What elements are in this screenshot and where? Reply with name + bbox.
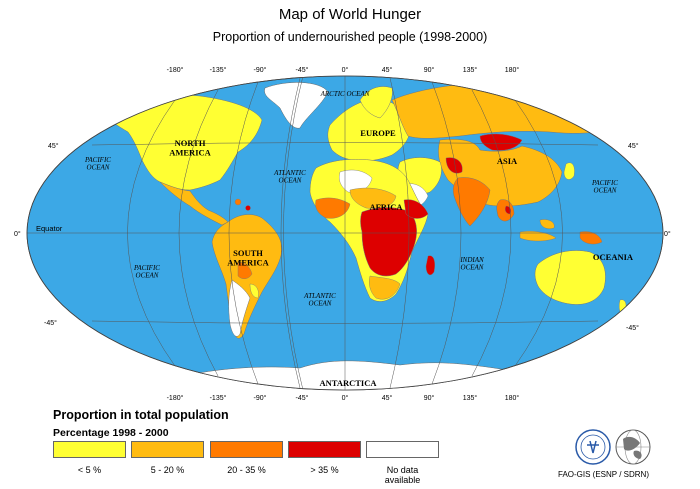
region-label-asia: ASIA xyxy=(497,156,518,166)
lat-label-equator-right: 0° xyxy=(664,230,671,238)
lon-label-top: -90° xyxy=(254,66,267,74)
india-shape xyxy=(452,177,491,227)
ocean-label-pacific-ne: PACIFIC OCEAN xyxy=(84,156,111,172)
fao-logos xyxy=(575,429,651,465)
lon-label-top: -180° xyxy=(167,66,184,74)
lon-label-top: 0° xyxy=(342,66,349,74)
legend-swatch-lt5 xyxy=(53,441,126,458)
lon-label-bottom: 0° xyxy=(342,394,349,402)
map-title: Map of World Hunger xyxy=(278,6,422,23)
lon-label-top: -45° xyxy=(296,66,309,74)
legend-swatch-gt35 xyxy=(288,441,361,458)
lat-label-south45-left: -45° xyxy=(44,319,57,327)
lon-label-bottom: 45° xyxy=(382,394,393,402)
legend-swatch-5-20 xyxy=(131,441,204,458)
lon-label-top: 135° xyxy=(463,66,478,74)
russia-shape xyxy=(391,82,626,139)
lat-label-equator-left: 0° xyxy=(14,230,21,238)
lon-label-bottom: -90° xyxy=(254,394,267,402)
lon-label-bottom: -45° xyxy=(296,394,309,402)
legend-label-lt5: < 5 % xyxy=(77,465,102,475)
lon-label-top: 180° xyxy=(505,66,520,74)
australia-shape xyxy=(534,250,606,305)
ocean-label-pacific-nw: PACIFIC OCEAN xyxy=(591,179,618,195)
lon-label-bottom: 90° xyxy=(424,394,435,402)
region-label-antarctica: ANTARCTICA xyxy=(320,378,378,388)
legend-label-20-35: 20 - 35 % xyxy=(227,465,266,475)
lon-label-top: 45° xyxy=(382,66,393,74)
equator-label: Equator xyxy=(36,224,63,233)
madagascar-shape xyxy=(425,255,435,276)
ocean-label-indian: INDIAN OCEAN xyxy=(459,256,484,272)
ocean-label-arctic: ARCTIC OCEAN xyxy=(320,90,370,98)
lon-label-bottom: -135° xyxy=(210,394,227,402)
north-america-shape xyxy=(99,94,263,191)
lat-label-north45-right: 45° xyxy=(628,142,639,150)
lon-label-top: 90° xyxy=(424,66,435,74)
region-label-africa: AFRICA xyxy=(369,202,403,212)
legend-title: Proportion in total population xyxy=(53,408,229,422)
lon-label-top: -135° xyxy=(210,66,227,74)
region-label-europe: EUROPE xyxy=(360,128,396,138)
legend-label-gt35: > 35 % xyxy=(310,465,339,475)
lon-label-bottom: 135° xyxy=(463,394,478,402)
lat-label-south45-right: -45° xyxy=(626,324,639,332)
mongolia-shape xyxy=(479,133,523,151)
ocean-label-pacific-s: PACIFIC OCEAN xyxy=(133,264,160,280)
lon-label-bottom: -180° xyxy=(167,394,184,402)
region-label-oceania: OCEANIA xyxy=(593,252,634,262)
map-subtitle: Proportion of undernourished people (199… xyxy=(212,30,488,44)
central-america-shape xyxy=(159,181,229,226)
ocean-label-atlantic-n: ATLANTIC OCEAN xyxy=(273,169,306,185)
gis-globe-icon xyxy=(615,429,651,465)
ocean-label-atlantic-s: ATLANTIC OCEAN xyxy=(303,292,336,308)
legend-subtitle: Percentage 1998 - 2000 xyxy=(53,427,169,439)
lon-label-bottom: 180° xyxy=(505,394,520,402)
legend-swatch-20-35 xyxy=(210,441,283,458)
legend-label-nodata: No data available xyxy=(384,465,421,485)
region-label-north-america: NORTH AMERICA xyxy=(169,138,211,157)
southern-cone-shape xyxy=(228,279,251,337)
credit-text: FAO-GIS (ESNP / SDRN) xyxy=(558,470,649,479)
legend-swatch-nodata xyxy=(366,441,439,458)
lat-label-north45-left: 45° xyxy=(48,142,59,150)
region-label-south-america: SOUTH AMERICA xyxy=(227,248,269,267)
fao-logo-icon xyxy=(575,429,611,465)
legend-label-5-20: 5 - 20 % xyxy=(150,465,185,475)
